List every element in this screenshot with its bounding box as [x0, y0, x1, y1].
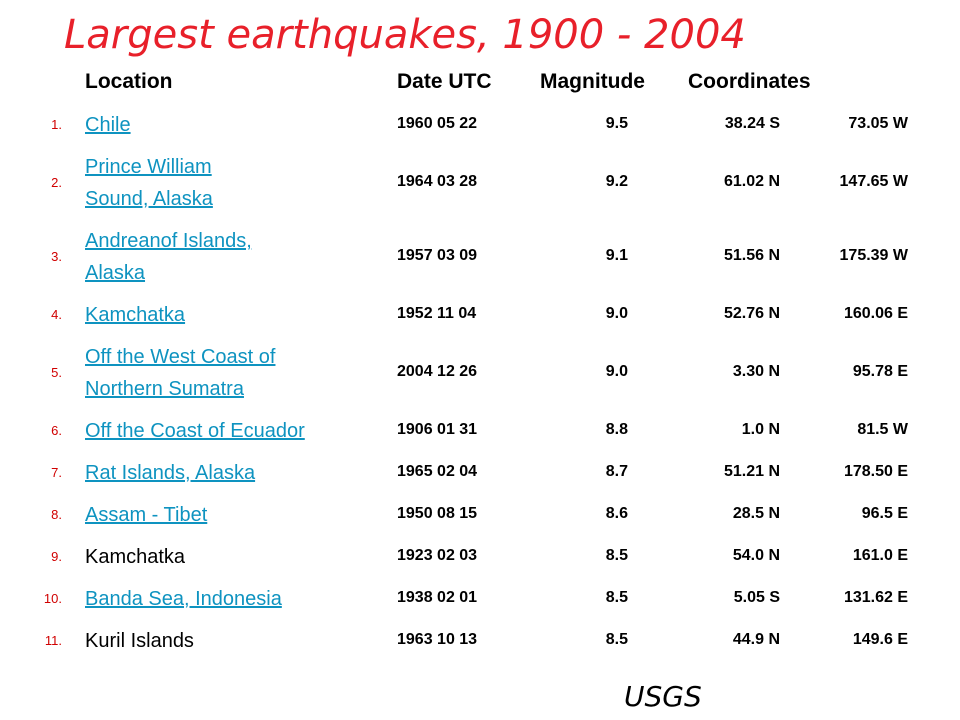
row-number: 7.: [51, 465, 62, 480]
row-number: 4.: [51, 307, 62, 322]
location: Kuril Islands: [85, 625, 194, 657]
location-link[interactable]: Off the West Coast of Northern Sumatra: [85, 341, 275, 405]
longitude: 96.5 E: [861, 505, 908, 522]
location-link[interactable]: Rat Islands, Alaska: [85, 457, 255, 489]
location-line[interactable]: Banda Sea, Indonesia: [85, 588, 282, 610]
longitude: 73.05 W: [848, 115, 908, 132]
location-link[interactable]: Prince William Sound, Alaska: [85, 151, 213, 215]
row-number: 2.: [51, 175, 62, 190]
location-link[interactable]: Assam - Tibet: [85, 499, 207, 531]
location: Kamchatka: [85, 541, 185, 573]
magnitude: 9.0: [605, 363, 628, 380]
latitude: 28.5 N: [732, 505, 780, 522]
row-number: 6.: [51, 423, 62, 438]
longitude: 178.50 E: [843, 463, 908, 480]
location-line[interactable]: Off the West Coast of: [85, 346, 276, 368]
latitude: 51.56 N: [723, 247, 780, 264]
column-header: Magnitude: [540, 70, 645, 93]
magnitude: 9.5: [605, 115, 628, 132]
magnitude: 9.2: [605, 173, 628, 190]
row-number: 3.: [51, 249, 62, 264]
location-line[interactable]: Northern Sumatra: [85, 378, 244, 400]
location-line[interactable]: Off the Coast of Ecuador: [85, 420, 305, 442]
row-number: 10.: [43, 591, 62, 606]
date: 1965 02 04: [397, 463, 478, 480]
title: Largest earthquakes, 1900 - 2004: [64, 12, 746, 58]
location-line[interactable]: Sound, Alaska: [85, 188, 213, 210]
location-link[interactable]: Kamchatka: [85, 299, 185, 331]
magnitude: 8.7: [605, 463, 628, 480]
longitude: 160.06 E: [843, 305, 908, 322]
column-header: Location: [85, 70, 173, 93]
longitude: 81.5 W: [857, 421, 908, 438]
longitude: 149.6 E: [852, 631, 908, 648]
location-link[interactable]: Chile: [85, 109, 131, 141]
date: 1957 03 09: [397, 247, 478, 264]
date: 1923 02 03: [397, 547, 478, 564]
date: 1906 01 31: [397, 421, 478, 438]
location-line[interactable]: Rat Islands, Alaska: [85, 462, 256, 484]
location-line[interactable]: Chile: [85, 114, 131, 136]
date: 1963 10 13: [397, 631, 478, 648]
latitude: 38.24 S: [724, 115, 780, 132]
latitude: 1.0 N: [741, 421, 780, 438]
row-number: 8.: [51, 507, 62, 522]
column-header: Coordinates: [688, 70, 811, 93]
longitude: 131.62 E: [843, 589, 908, 606]
column-header: Date UTC: [397, 70, 492, 93]
magnitude: 9.0: [605, 305, 628, 322]
date: 1938 02 01: [397, 589, 478, 606]
magnitude: 8.5: [605, 631, 628, 648]
date: 2004 12 26: [397, 363, 478, 380]
location-line[interactable]: Kamchatka: [85, 304, 186, 326]
location-link[interactable]: Andreanof Islands, Alaska: [85, 225, 252, 289]
location-link[interactable]: Off the Coast of Ecuador: [85, 415, 305, 447]
magnitude: 8.6: [605, 505, 628, 522]
source-label: USGS: [624, 680, 702, 713]
longitude: 161.0 E: [852, 547, 908, 564]
location-line: Kamchatka: [85, 546, 186, 568]
latitude: 3.30 N: [732, 363, 780, 380]
magnitude: 8.5: [605, 547, 628, 564]
location-line: Kuril Islands: [85, 630, 194, 652]
row-number: 1.: [51, 117, 62, 132]
date: 1950 08 15: [397, 505, 478, 522]
location-link[interactable]: Banda Sea, Indonesia: [85, 583, 282, 615]
location-line[interactable]: Assam - Tibet: [85, 504, 208, 526]
longitude: 147.65 W: [839, 173, 908, 190]
date: 1952 11 04: [397, 305, 477, 322]
longitude: 175.39 W: [839, 247, 908, 264]
latitude: 52.76 N: [723, 305, 780, 322]
latitude: 54.0 N: [732, 547, 780, 564]
latitude: 44.9 N: [732, 631, 780, 648]
magnitude: 8.8: [605, 421, 628, 438]
latitude: 61.02 N: [723, 173, 780, 190]
location-line[interactable]: Andreanof Islands,: [85, 230, 252, 252]
location-line[interactable]: Alaska: [85, 262, 146, 284]
row-number: 5.: [51, 365, 62, 380]
row-number: 9.: [51, 549, 62, 564]
latitude: 51.21 N: [723, 463, 780, 480]
date: 1960 05 22: [397, 115, 478, 132]
magnitude: 8.5: [605, 589, 628, 606]
location-line[interactable]: Prince William: [85, 156, 212, 178]
longitude: 95.78 E: [852, 363, 908, 380]
latitude: 5.05 S: [733, 589, 780, 606]
date: 1964 03 28: [397, 173, 478, 190]
row-number: 11.: [44, 633, 62, 648]
magnitude: 9.1: [605, 247, 628, 264]
